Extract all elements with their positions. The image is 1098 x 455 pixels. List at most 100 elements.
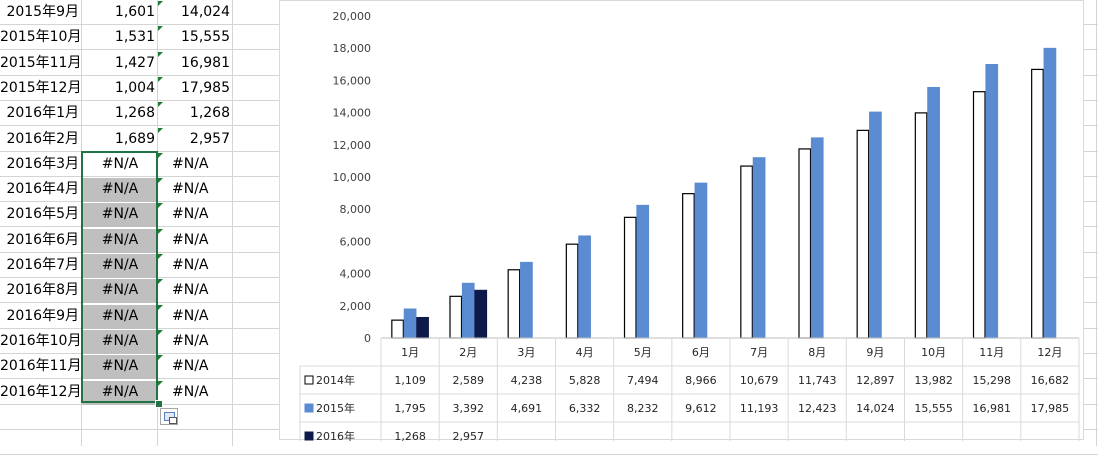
bar bbox=[856, 129, 870, 339]
x-category-label: 6月 bbox=[692, 346, 710, 359]
selected-range[interactable] bbox=[81, 151, 158, 403]
selected-cell-fill bbox=[82, 203, 157, 227]
quick-analysis-icon[interactable] bbox=[160, 408, 178, 425]
bar bbox=[565, 243, 579, 339]
formula-warning-marker bbox=[158, 102, 163, 107]
month-label-cell[interactable]: 2016年10月 bbox=[0, 333, 82, 349]
monthly-value-cell[interactable]: 1,531 bbox=[114, 29, 155, 45]
month-label-cell[interactable]: 2015年11月 bbox=[0, 55, 82, 71]
x-category-label: 4月 bbox=[576, 346, 594, 359]
legend-series-name: 2014年 bbox=[316, 373, 355, 387]
month-label-cell[interactable]: 2016年11月 bbox=[0, 358, 82, 374]
monthly-value-cell[interactable]: 1,689 bbox=[114, 131, 155, 147]
formula-warning-marker bbox=[158, 26, 163, 31]
x-category-label: 11月 bbox=[979, 346, 1004, 359]
selected-cell-fill bbox=[82, 229, 157, 253]
formula-warning-marker bbox=[158, 330, 163, 335]
cumulative-value-cell[interactable]: 16,981 bbox=[181, 55, 230, 71]
y-tick-label: 18,000 bbox=[333, 42, 372, 55]
month-label-cell[interactable]: 2016年2月 bbox=[6, 131, 79, 147]
month-label-cell[interactable]: 2016年1月 bbox=[6, 105, 79, 121]
cumulative-value-cell[interactable]: #N/A bbox=[172, 308, 209, 324]
cumulative-value-cell[interactable]: #N/A bbox=[172, 156, 209, 172]
formula-warning-marker bbox=[158, 153, 163, 158]
cumulative-value-cell[interactable]: #N/A bbox=[172, 384, 209, 400]
selected-cell-fill bbox=[82, 178, 157, 202]
monthly-value-cell[interactable]: #N/A bbox=[101, 206, 139, 222]
bar bbox=[636, 204, 650, 339]
data-value-label: 1,268 bbox=[394, 430, 426, 441]
x-category-label: 10月 bbox=[921, 346, 946, 359]
y-tick-label: 0 bbox=[364, 332, 371, 345]
y-tick-label: 10,000 bbox=[333, 171, 372, 184]
cumulative-value-cell[interactable]: #N/A bbox=[172, 232, 209, 248]
data-value-label: 4,691 bbox=[511, 402, 542, 415]
monthly-value-cell[interactable]: #N/A bbox=[101, 308, 139, 324]
formula-warning-marker bbox=[158, 381, 163, 386]
monthly-value-cell[interactable]: 1,268 bbox=[114, 105, 155, 121]
bar bbox=[914, 112, 928, 339]
fill-handle[interactable] bbox=[155, 400, 163, 408]
monthly-value-cell[interactable]: #N/A bbox=[101, 358, 139, 374]
formula-warning-marker bbox=[158, 254, 163, 259]
column-chart[interactable]: 0 2,000 4,000 6,000 8,000 10,000 12,000 14,000 1… bbox=[279, 0, 1084, 441]
monthly-value-cell[interactable]: #N/A bbox=[101, 257, 139, 273]
legend-key bbox=[304, 403, 314, 413]
cumulative-value-cell[interactable]: 17,985 bbox=[181, 80, 230, 96]
bar bbox=[520, 261, 533, 339]
month-label-cell[interactable]: 2016年5月 bbox=[6, 206, 79, 222]
bar bbox=[461, 282, 475, 339]
monthly-value-cell[interactable]: #N/A bbox=[101, 156, 139, 172]
data-value-label: 15,555 bbox=[914, 402, 953, 415]
selected-cell-fill bbox=[82, 279, 157, 303]
cumulative-value-cell[interactable]: #N/A bbox=[172, 333, 209, 349]
y-tick-label: 16,000 bbox=[333, 74, 372, 87]
cumulative-value-cell[interactable]: #N/A bbox=[172, 181, 209, 197]
monthly-value-cell[interactable]: #N/A bbox=[101, 232, 139, 248]
monthly-value-cell[interactable]: 1,427 bbox=[114, 55, 155, 71]
month-label-cell[interactable]: 2016年7月 bbox=[6, 257, 79, 273]
month-label-cell[interactable]: 2015年10月 bbox=[0, 29, 82, 45]
cumulative-value-cell[interactable]: 15,555 bbox=[181, 29, 230, 45]
month-label-cell[interactable]: 2016年9月 bbox=[6, 308, 79, 324]
month-label-cell[interactable]: 2016年6月 bbox=[6, 232, 79, 248]
bar bbox=[869, 111, 882, 339]
month-label-cell[interactable]: 2016年4月 bbox=[6, 181, 79, 197]
cumulative-value-cell[interactable]: 14,024 bbox=[181, 4, 230, 20]
formula-warning-marker bbox=[158, 52, 163, 57]
data-value-label: 3,392 bbox=[453, 402, 485, 415]
data-value-label: 15,298 bbox=[973, 374, 1012, 387]
x-category-label: 1月 bbox=[401, 346, 419, 359]
month-label-cell[interactable]: 2016年8月 bbox=[6, 282, 79, 298]
monthly-value-cell[interactable]: 1,004 bbox=[114, 80, 155, 96]
bar bbox=[682, 193, 695, 339]
data-value-label: 2,589 bbox=[453, 374, 485, 387]
formula-warning-marker bbox=[158, 305, 163, 310]
cumulative-value-cell[interactable]: #N/A bbox=[172, 358, 209, 374]
month-label-cell[interactable]: 2015年12月 bbox=[0, 80, 82, 96]
month-label-cell[interactable]: 2016年12月 bbox=[0, 384, 82, 400]
monthly-value-cell[interactable]: #N/A bbox=[101, 181, 139, 197]
monthly-value-cell[interactable]: #N/A bbox=[101, 384, 139, 400]
x-category-label: 2月 bbox=[459, 346, 477, 359]
data-value-label: 5,828 bbox=[569, 374, 601, 387]
monthly-value-cell[interactable]: #N/A bbox=[101, 282, 139, 298]
month-label-cell[interactable]: 2016年3月 bbox=[6, 156, 79, 172]
chart-svg: 0 2,000 4,000 6,000 8,000 10,000 12,000 14,000 1… bbox=[299, 10, 1080, 441]
cumulative-value-cell[interactable]: #N/A bbox=[172, 206, 209, 222]
monthly-value-cell[interactable]: #N/A bbox=[101, 333, 139, 349]
monthly-value-cell[interactable]: 1,601 bbox=[114, 4, 155, 20]
cumulative-value-cell[interactable]: #N/A bbox=[172, 282, 209, 298]
formula-warning-marker bbox=[158, 1, 163, 6]
bar bbox=[507, 269, 521, 339]
cumulative-value-cell[interactable]: 2,957 bbox=[189, 131, 230, 147]
data-value-label: 6,332 bbox=[569, 402, 601, 415]
cumulative-value-cell[interactable]: #N/A bbox=[172, 257, 209, 273]
data-value-label: 11,193 bbox=[740, 402, 779, 415]
data-value-label: 4,238 bbox=[511, 374, 542, 387]
cumulative-value-cell[interactable]: 1,268 bbox=[189, 105, 230, 121]
bar bbox=[798, 148, 812, 339]
month-label-cell[interactable]: 2015年9月 bbox=[6, 4, 79, 20]
legend-series-name: 2016年 bbox=[316, 429, 355, 441]
bar bbox=[391, 319, 404, 339]
